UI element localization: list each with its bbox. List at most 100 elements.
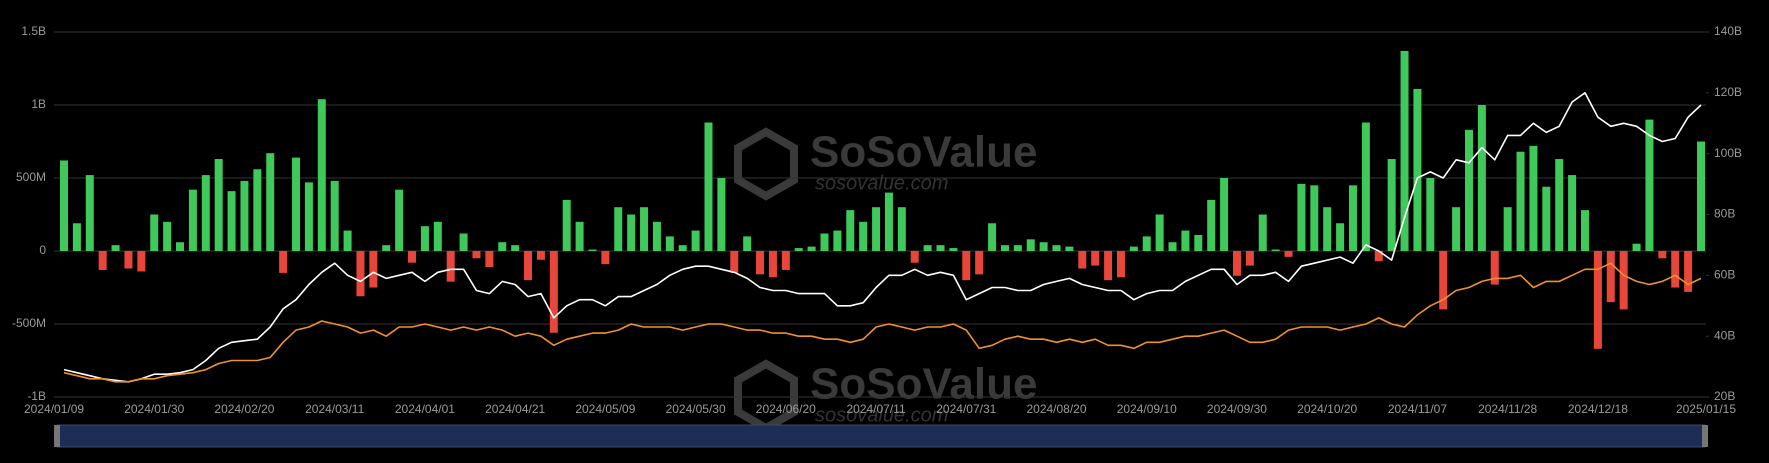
bar xyxy=(1529,145,1538,251)
bar xyxy=(691,230,700,251)
bar xyxy=(872,207,881,251)
x-tick-label: 2024/07/11 xyxy=(846,402,905,416)
bar xyxy=(1490,251,1499,285)
bar xyxy=(1464,129,1473,251)
bar xyxy=(1258,214,1267,251)
bar xyxy=(1091,251,1100,266)
bar xyxy=(1413,88,1422,251)
bar xyxy=(1155,214,1164,251)
bar xyxy=(279,251,288,273)
logo xyxy=(734,127,798,201)
bar xyxy=(1065,246,1074,251)
bar xyxy=(1336,223,1345,251)
x-tick-label: 2024/10/20 xyxy=(1297,402,1357,416)
bar xyxy=(756,251,765,275)
bar xyxy=(704,122,713,252)
line xyxy=(63,92,1702,383)
bar xyxy=(1000,245,1009,251)
x-tick-label: 2024/12/18 xyxy=(1568,402,1628,416)
bar xyxy=(820,233,829,251)
bar xyxy=(988,223,997,251)
bar xyxy=(356,251,365,297)
bar xyxy=(1181,230,1190,251)
y-tick-label: -500M xyxy=(12,316,46,330)
bar xyxy=(1542,186,1551,251)
bar xyxy=(317,99,326,251)
bar xyxy=(1697,141,1705,251)
bar xyxy=(717,178,726,251)
bar xyxy=(1232,251,1241,276)
bar xyxy=(1026,239,1035,251)
x-tick-label: 2024/05/09 xyxy=(575,402,635,416)
bar xyxy=(575,221,584,251)
bar xyxy=(897,207,906,251)
y2-tick-label: 20B xyxy=(1714,389,1735,403)
bar xyxy=(962,251,971,281)
x-tick-label: 2024/04/01 xyxy=(395,402,455,416)
bar xyxy=(1361,122,1370,252)
bar xyxy=(137,251,146,272)
bar xyxy=(743,236,752,251)
watermark-url: sosovalue.com xyxy=(815,172,948,194)
bar xyxy=(1104,251,1113,281)
bar xyxy=(1271,249,1280,251)
bar xyxy=(292,157,301,251)
bar xyxy=(1078,251,1087,269)
bar xyxy=(1658,251,1667,259)
x-tick-label: 2024/09/10 xyxy=(1117,402,1177,416)
x-tick-label: 2024/11/28 xyxy=(1478,402,1537,416)
bar xyxy=(536,251,545,260)
bar xyxy=(975,251,984,275)
bar xyxy=(472,251,481,259)
y-tick-label: -1B xyxy=(27,389,46,403)
navigator-track[interactable] xyxy=(56,424,1706,448)
bar xyxy=(1671,251,1680,288)
bar xyxy=(665,236,674,251)
bar xyxy=(498,242,507,251)
bar xyxy=(395,189,404,251)
bar xyxy=(420,226,429,251)
bar xyxy=(614,207,623,251)
bar xyxy=(369,251,378,288)
bar xyxy=(150,214,159,251)
bar xyxy=(60,160,68,251)
bar xyxy=(446,251,455,282)
bar xyxy=(1555,159,1564,251)
bar xyxy=(807,246,816,251)
bar xyxy=(188,189,197,251)
bar xyxy=(124,251,133,269)
bar xyxy=(781,251,790,270)
navigator[interactable] xyxy=(54,424,1708,448)
bar xyxy=(1129,246,1138,251)
y-tick-label: 1.5B xyxy=(21,24,46,38)
bar xyxy=(936,245,945,251)
bar xyxy=(1477,105,1486,251)
bar xyxy=(1606,251,1615,303)
bar xyxy=(1245,251,1254,266)
x-tick-label: 2024/01/30 xyxy=(124,402,184,416)
bar xyxy=(794,248,803,251)
bar xyxy=(214,159,223,251)
bar xyxy=(1593,251,1602,349)
bar xyxy=(240,180,249,251)
bar xyxy=(640,207,649,251)
bar xyxy=(433,221,442,251)
bar xyxy=(846,210,855,251)
y2-tick-label: 60B xyxy=(1714,268,1735,282)
bar xyxy=(884,192,893,251)
bar xyxy=(1568,175,1577,251)
bar xyxy=(627,214,636,251)
bar xyxy=(176,242,185,251)
x-tick-label: 2024/02/20 xyxy=(214,402,274,416)
bar xyxy=(910,251,919,263)
navigator-handle[interactable] xyxy=(1702,425,1708,447)
y2-tick-label: 140B xyxy=(1714,24,1742,38)
bar xyxy=(588,249,597,251)
bar xyxy=(1632,243,1641,251)
bar xyxy=(601,251,610,265)
y-tick-label: 1B xyxy=(31,97,46,111)
bar xyxy=(1039,242,1048,251)
bar xyxy=(1297,183,1306,251)
bar xyxy=(1400,50,1409,252)
navigator-handle[interactable] xyxy=(54,425,60,447)
